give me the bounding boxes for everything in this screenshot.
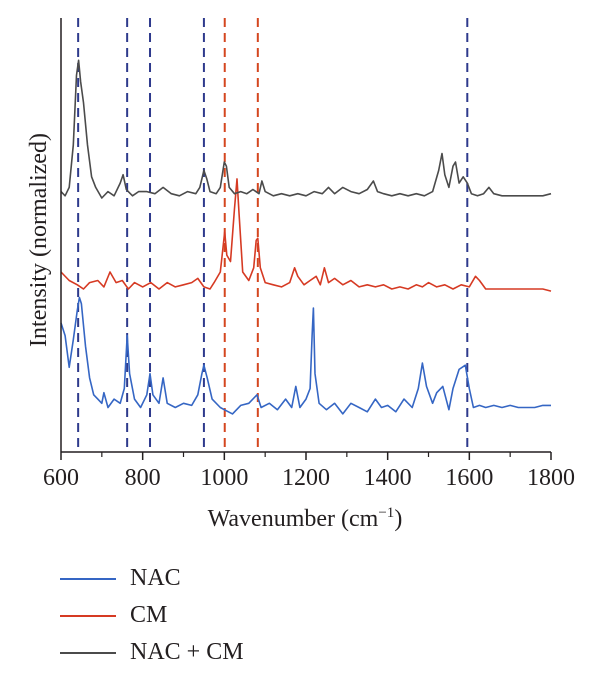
series-line — [60, 59, 552, 199]
x-ticks: 600 800 1000 1200 1400 1600 1800 — [43, 452, 575, 491]
x-tick-label: 1200 — [282, 465, 330, 491]
axes — [60, 18, 551, 453]
legend-swatch — [60, 577, 116, 580]
legend-item: NAC + CM — [60, 634, 244, 671]
legend: NAC CM NAC + CM — [60, 560, 244, 671]
legend-label: CM — [130, 602, 168, 628]
legend-label: NAC + CM — [130, 639, 244, 665]
y-axis-label: Intensity (normalized) — [26, 133, 52, 347]
legend-item: CM — [60, 597, 244, 634]
legend-label: NAC — [130, 565, 181, 591]
legend-item: NAC — [60, 560, 244, 597]
legend-swatch — [60, 651, 116, 654]
reference-lines — [77, 18, 469, 452]
legend-swatch — [60, 614, 116, 617]
x-tick-label: 1400 — [364, 465, 412, 491]
series-line — [60, 296, 551, 415]
x-tick-label: 1000 — [200, 465, 248, 491]
spectrum-chart: 600 800 1000 1200 1400 1600 1800 Intensity (no… — [26, 18, 575, 532]
series-line — [60, 178, 552, 292]
x-axis-label: Wavenumber (cm−1) — [208, 505, 403, 532]
x-tick-label: 1600 — [445, 465, 493, 491]
x-tick-label: 1800 — [527, 465, 575, 491]
x-tick-label: 600 — [43, 465, 79, 491]
x-tick-label: 800 — [125, 465, 161, 491]
series-lines — [60, 59, 552, 415]
